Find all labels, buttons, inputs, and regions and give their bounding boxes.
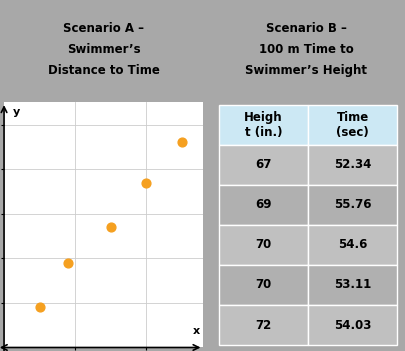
FancyBboxPatch shape <box>308 265 397 305</box>
Text: 67: 67 <box>255 158 271 171</box>
FancyBboxPatch shape <box>308 185 397 225</box>
FancyBboxPatch shape <box>219 225 308 265</box>
Text: Time
(sec): Time (sec) <box>336 111 369 139</box>
FancyBboxPatch shape <box>219 265 308 305</box>
Text: 52.34: 52.34 <box>334 158 371 171</box>
Point <box>36 305 43 310</box>
Text: Scenario A –
Swimmer’s
Distance to Time: Scenario A – Swimmer’s Distance to Time <box>48 22 160 77</box>
FancyBboxPatch shape <box>219 145 308 185</box>
Text: Scenario B –
100 m Time to
Swimmer’s Height: Scenario B – 100 m Time to Swimmer’s Hei… <box>245 22 367 77</box>
Point <box>108 224 114 230</box>
Text: 55.76: 55.76 <box>334 198 371 211</box>
FancyBboxPatch shape <box>308 225 397 265</box>
FancyBboxPatch shape <box>219 105 308 145</box>
FancyBboxPatch shape <box>219 305 308 345</box>
Text: Heigh
t (in.): Heigh t (in.) <box>244 111 283 139</box>
Text: 54.6: 54.6 <box>338 238 367 251</box>
Text: 54.03: 54.03 <box>334 318 371 331</box>
Text: 72: 72 <box>255 318 271 331</box>
Text: 53.11: 53.11 <box>334 278 371 291</box>
FancyBboxPatch shape <box>219 185 308 225</box>
Text: x: x <box>193 326 200 336</box>
Text: 69: 69 <box>255 198 272 211</box>
Text: y: y <box>13 107 20 117</box>
FancyBboxPatch shape <box>308 145 397 185</box>
Text: 70: 70 <box>255 238 271 251</box>
FancyBboxPatch shape <box>308 105 397 145</box>
Point <box>65 260 71 266</box>
Point <box>143 180 150 185</box>
FancyBboxPatch shape <box>308 305 397 345</box>
Text: 70: 70 <box>255 278 271 291</box>
Point <box>179 140 185 145</box>
